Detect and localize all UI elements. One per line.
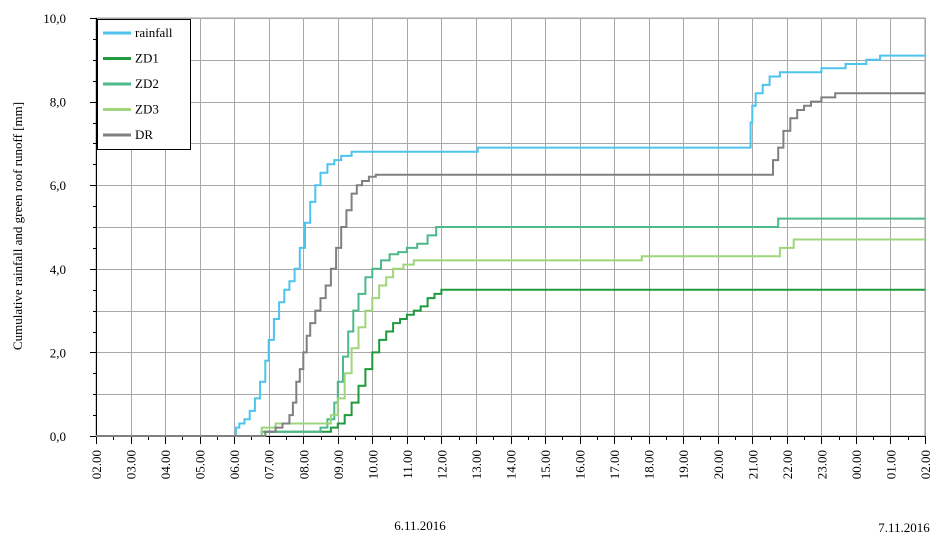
x-tick-label: 08.00 xyxy=(296,450,311,479)
legend-label-zd2: ZD2 xyxy=(135,76,159,91)
x-tick-label: 03.00 xyxy=(124,450,139,479)
x-tick-label: 17.00 xyxy=(607,450,622,479)
x-tick-label: 15.00 xyxy=(538,450,553,479)
y-axis: 0,0 2,0 4,0 6,0 8,0 10,0 xyxy=(43,11,97,444)
date-label-1: 6.11.2016 xyxy=(394,518,446,533)
legend: rainfall ZD1 ZD2 ZD3 DR xyxy=(97,19,191,150)
x-tick-label: 04.00 xyxy=(158,450,173,479)
x-tick-label: 23.00 xyxy=(814,450,829,479)
date-label-2: 7.11.2016 xyxy=(878,520,930,535)
y-tick-label: 4,0 xyxy=(50,262,66,277)
series-lines xyxy=(96,54,925,437)
y-axis-title: Cumulative rainfall and green roof runof… xyxy=(10,102,25,350)
legend-label-zd1: ZD1 xyxy=(135,51,159,66)
legend-label-rainfall: rainfall xyxy=(135,25,173,40)
x-axis: 02.00 03.00 04.00 05.00 06.00 07.00 08.00 09.00… xyxy=(89,436,933,479)
x-tick-label: 22.00 xyxy=(780,450,795,479)
x-tick-label: 10.00 xyxy=(365,450,380,479)
y-tick-label: 10,0 xyxy=(43,11,66,26)
series-line-zd3 xyxy=(96,238,925,437)
series-line-zd1 xyxy=(96,288,925,437)
x-tick-label: 07.00 xyxy=(262,450,277,479)
y-tick-label: 8,0 xyxy=(50,95,66,110)
x-tick-label: 18.00 xyxy=(642,450,657,479)
x-tick-label: 12.00 xyxy=(434,450,449,479)
legend-label-zd3: ZD3 xyxy=(135,102,159,117)
x-tick-label: 21.00 xyxy=(745,450,760,479)
x-tick-label: 06.00 xyxy=(227,450,242,479)
x-tick-label: 01.00 xyxy=(883,450,898,479)
x-tick-label: 20.00 xyxy=(711,450,726,479)
x-tick-label: 00.00 xyxy=(849,450,864,479)
series-line-zd2 xyxy=(96,217,925,437)
y-tick-label: 6,0 xyxy=(50,178,66,193)
x-tick-label: 13.00 xyxy=(469,450,484,479)
x-tick-label: 02.00 xyxy=(89,450,104,479)
x-tick-label: 09.00 xyxy=(331,450,346,479)
x-tick-label: 19.00 xyxy=(676,450,691,479)
y-tick-label: 2,0 xyxy=(50,345,66,360)
legend-label-dr: DR xyxy=(135,127,153,142)
x-tick-label: 02.00 xyxy=(918,450,933,479)
series-line-rainfall xyxy=(96,54,925,437)
x-tick-label: 14.00 xyxy=(504,450,519,479)
series-line-dr xyxy=(96,92,925,437)
y-tick-label: 0,0 xyxy=(50,429,66,444)
x-tick-label: 11.00 xyxy=(400,450,415,479)
x-tick-label: 05.00 xyxy=(193,450,208,479)
x-tick-label: 16.00 xyxy=(573,450,588,479)
